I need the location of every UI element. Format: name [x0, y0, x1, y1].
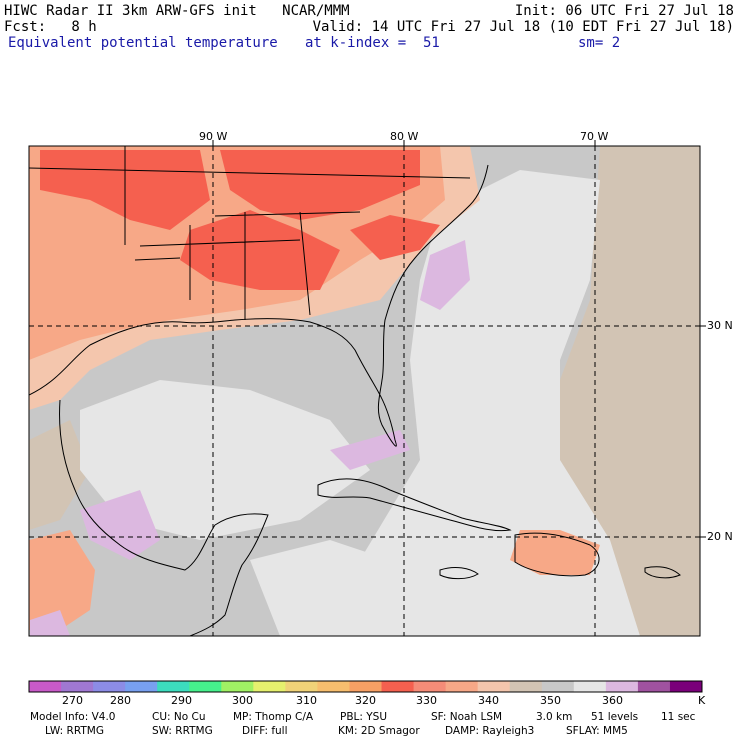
colorbar-swatch [29, 681, 62, 692]
model-info-sf: SF: Noah LSM [431, 711, 503, 723]
model-info-damp: DAMP: Rayleigh3 [445, 725, 535, 737]
colorbar-swatch [381, 681, 415, 692]
hispaniola-coast [514, 532, 600, 577]
cbar-label-280: 280 [110, 694, 131, 707]
colorbar-swatch [605, 681, 639, 692]
puerto-rico-coast [644, 566, 681, 579]
cbar-label-300: 300 [232, 694, 253, 707]
colorbar-swatch [157, 681, 190, 692]
colorbar-swatch [93, 681, 126, 692]
state-borders [29, 146, 471, 320]
valid-time: Valid: 14 UTC Fri 27 Jul 18 (10 EDT Fri … [312, 19, 734, 35]
colorbar-swatch [61, 681, 94, 692]
model-info-sflay: SFLAY: MM5 [566, 725, 628, 737]
colorbar-swatch [541, 681, 575, 692]
init-time: Init: 06 UTC Fri 27 Jul 18 [514, 3, 734, 19]
lon-label-70w: 70 W [580, 130, 609, 143]
latlon-grid [29, 146, 700, 636]
colorbar-swatch [669, 681, 703, 692]
model-info-diff: DIFF: full [242, 725, 288, 737]
cbar-label-330: 330 [416, 694, 437, 707]
tan-region-atlantic [560, 146, 700, 636]
cbar-label-270: 270 [62, 694, 83, 707]
lavender-patch-atlantic [420, 240, 470, 310]
forecast-hour: Fcst: 8 h [4, 19, 97, 35]
lavender-patch-gulf [80, 490, 160, 560]
model-info-pbl: PBL: YSU [340, 711, 388, 723]
colorbar-swatch [413, 681, 447, 692]
level-index: at k-index = 51 [305, 35, 440, 51]
colorbar-swatch [253, 681, 286, 692]
colorbar-frame [28, 680, 703, 693]
model-info-timestep: 11 sec [661, 711, 696, 723]
colorbar-swatch [637, 681, 671, 692]
smoothing: sm= 2 [578, 35, 621, 51]
colorbar-swatch [477, 681, 511, 692]
light-gray-gulf [80, 380, 370, 540]
cbar-unit: K [698, 694, 706, 707]
map-frame [28, 145, 701, 637]
model-info-version: Model Info: V4.0 [30, 711, 116, 723]
colorbar-swatch [573, 681, 607, 692]
red-region-carolinas [350, 215, 440, 260]
cbar-label-360: 360 [602, 694, 623, 707]
light-gray-caribbean [250, 540, 400, 636]
colorbar-swatch [317, 681, 350, 692]
colorbar-swatch [509, 681, 543, 692]
model-info-levels: 51 levels [591, 711, 639, 723]
model-info-sw: SW: RRTMG [152, 725, 213, 737]
model-info-mp: MP: Thomp C/A [233, 711, 314, 723]
salmon-hispaniola [510, 530, 600, 575]
lat-label-30n: 30 N [707, 319, 733, 332]
us-gulf-atlantic-coast [29, 164, 489, 447]
coastlines [29, 146, 681, 636]
model-info-km: KM: 2D Smagor [338, 725, 420, 737]
cbar-label-340: 340 [478, 694, 499, 707]
lon-label-90w: 90 W [199, 130, 228, 143]
lavender-patch-pacific [30, 610, 70, 636]
lavender-patch-straits [330, 430, 410, 470]
cbar-label-310: 310 [296, 694, 317, 707]
colorbar-swatch [349, 681, 383, 692]
cbar-label-290: 290 [171, 694, 192, 707]
red-region-deep-south [180, 210, 340, 290]
colorbar-swatch [189, 681, 222, 692]
colorbar-swatch [125, 681, 158, 692]
map-field [29, 146, 700, 636]
frame-ticks [212, 140, 706, 538]
model-info-res: 3.0 km [536, 711, 573, 723]
tan-region-mexico [29, 420, 90, 530]
lat-label-20n: 20 N [707, 530, 733, 543]
model-title: HIWC Radar II 3km ARW-GFS init NCAR/MMM [4, 3, 350, 19]
cbar-label-350: 350 [540, 694, 561, 707]
mexico-coast [59, 399, 269, 636]
model-info-lw: LW: RRTMG [45, 725, 104, 737]
cbar-label-320: 320 [355, 694, 376, 707]
model-info-cu: CU: No Cu [152, 711, 206, 723]
lon-label-80w: 80 W [390, 130, 419, 143]
colorbar-swatch [221, 681, 254, 692]
cuba-coast [317, 478, 512, 532]
salmon-central-america [29, 530, 95, 630]
colorbar-swatch [285, 681, 318, 692]
jamaica-coast [439, 566, 479, 580]
field-name: Equivalent potential temperature [8, 35, 278, 51]
colorbar [29, 681, 703, 692]
red-region-tennessee [220, 150, 420, 220]
colorbar-swatch [445, 681, 479, 692]
